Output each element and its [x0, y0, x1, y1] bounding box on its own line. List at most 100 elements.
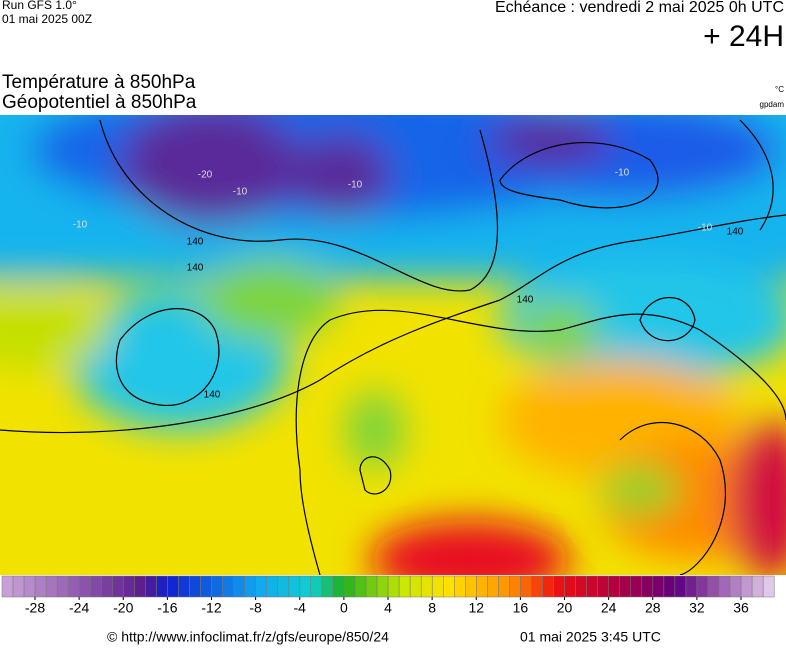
colorbar-swatch [211, 575, 223, 598]
colorbar-swatch [67, 575, 80, 598]
colorbar-swatch [431, 575, 444, 598]
colorbar-swatch [531, 575, 543, 598]
colorbar-swatch [112, 575, 124, 598]
colorbar-swatch [762, 575, 775, 598]
colorbar-swatch [586, 575, 598, 598]
colorbar-tick-label: 8 [428, 600, 436, 616]
run-label: Run GFS 1.0° [2, 0, 77, 12]
colorbar-tick-label: 0 [340, 600, 348, 616]
colorbar-swatch [277, 575, 290, 598]
colorbar-tick-label: -12 [201, 600, 221, 616]
colorbar-swatch [420, 575, 433, 598]
colorbar: -28 -24 -20 -16 -12 -8 -4 0 4 8 12 16 20 24 28 32 36 [1, 575, 775, 616]
lead-time: + 24H [703, 20, 784, 53]
run-date: 01 mai 2025 00Z [2, 12, 92, 26]
colorbar-swatch [156, 575, 168, 598]
colorbar-swatch [520, 575, 532, 598]
colorbar-swatch [498, 575, 510, 598]
colorbar-tick-label: -24 [69, 600, 89, 616]
contour-label: 140 [187, 237, 204, 248]
colorbar-swatch [641, 575, 654, 598]
contour-label: 140 [727, 227, 744, 238]
colorbar-tick-label: -20 [113, 600, 133, 616]
colorbar-swatch [134, 575, 146, 598]
colorbar-swatch [321, 575, 334, 598]
colorbar-tick-label: 4 [384, 600, 392, 616]
contour-label: -20 [198, 170, 213, 181]
colorbar-swatch [354, 575, 367, 598]
contour-label: 140 [187, 263, 204, 274]
colorbar-tick-label: 24 [601, 600, 617, 616]
colorbar-tick-label: -28 [25, 600, 45, 616]
colorbar-swatch [12, 575, 25, 598]
colorbar-swatch [200, 575, 212, 598]
footer-timestamp: 01 mai 2025 3:45 UTC [520, 629, 661, 645]
contour-label: 140 [517, 295, 534, 306]
colorbar-swatch [476, 575, 488, 598]
colorbar-swatch [674, 575, 687, 598]
colorbar-swatch [101, 575, 113, 598]
colorbar-swatch [255, 575, 267, 598]
colorbar-tick-label: -8 [249, 600, 262, 616]
title-temp: Température à 850hPa [2, 72, 196, 93]
colorbar-swatch [663, 575, 676, 598]
colorbar-swatch [189, 575, 201, 598]
colorbar-swatch [288, 575, 301, 598]
colorbar-swatch [145, 575, 157, 598]
colorbar-tick-label: -4 [294, 600, 307, 616]
colorbar-swatch [167, 575, 179, 598]
colorbar-swatch [509, 575, 521, 598]
colorbar-swatch [365, 575, 378, 598]
colorbar-tick-label: 32 [689, 600, 705, 616]
colorbar-swatch [487, 575, 499, 598]
colorbar-swatch [751, 575, 764, 598]
colorbar-swatch [178, 575, 190, 598]
unit-geo: gpdam [760, 100, 785, 109]
map-field: -20 -10 -10 -10 -10 -10 140 140 140 140 140 [0, 115, 786, 575]
colorbar-swatch [266, 575, 279, 598]
footer-url: © http://www.infoclimat.fr/z/gfs/europe/… [107, 629, 389, 645]
colorbar-swatch [123, 575, 135, 598]
colorbar-swatch [542, 575, 554, 598]
unit-temp: °C [775, 85, 784, 94]
colorbar-swatch [696, 575, 709, 598]
colorbar-swatch [575, 575, 587, 598]
colorbar-tick-label: 16 [513, 600, 529, 616]
colorbar-swatch [244, 575, 256, 598]
colorbar-swatch [23, 575, 36, 598]
colorbar-swatch [233, 575, 245, 598]
colorbar-swatch [619, 575, 632, 598]
contour-label: 140 [204, 390, 221, 401]
colorbar-swatch [718, 575, 731, 598]
contour-label: -10 [348, 180, 363, 191]
title-geo: Géopotentiel à 850hPa [2, 92, 197, 113]
colorbar-swatch [45, 575, 58, 598]
colorbar-swatch [652, 575, 665, 598]
colorbar-swatch [1, 575, 14, 598]
contour-label: -10 [233, 187, 248, 198]
colorbar-swatch [707, 575, 720, 598]
colorbar-swatch [34, 575, 47, 598]
contour-label: -10 [73, 220, 88, 231]
colorbar-swatch [454, 575, 466, 598]
colorbar-swatch [332, 575, 345, 598]
colorbar-swatch [299, 575, 312, 598]
colorbar-swatch [56, 575, 69, 598]
colorbar-swatch [553, 575, 565, 598]
colorbar-swatch [222, 575, 234, 598]
colorbar-swatch [78, 575, 91, 598]
colorbar-swatch [376, 575, 389, 598]
colorbar-swatch [310, 575, 323, 598]
colorbar-swatch [608, 575, 620, 598]
colorbar-tick-label: 20 [557, 600, 573, 616]
colorbar-tick-label: 12 [468, 600, 484, 616]
colorbar-swatch [729, 575, 742, 598]
echeance: Echéance : vendredi 2 mai 2025 0h UTC [495, 0, 784, 16]
colorbar-swatch [443, 575, 455, 598]
colorbar-tick-label: 28 [645, 600, 661, 616]
colorbar-tick-label: -16 [157, 600, 177, 616]
contour-label: -10 [698, 223, 713, 234]
colorbar-swatch [398, 575, 411, 598]
